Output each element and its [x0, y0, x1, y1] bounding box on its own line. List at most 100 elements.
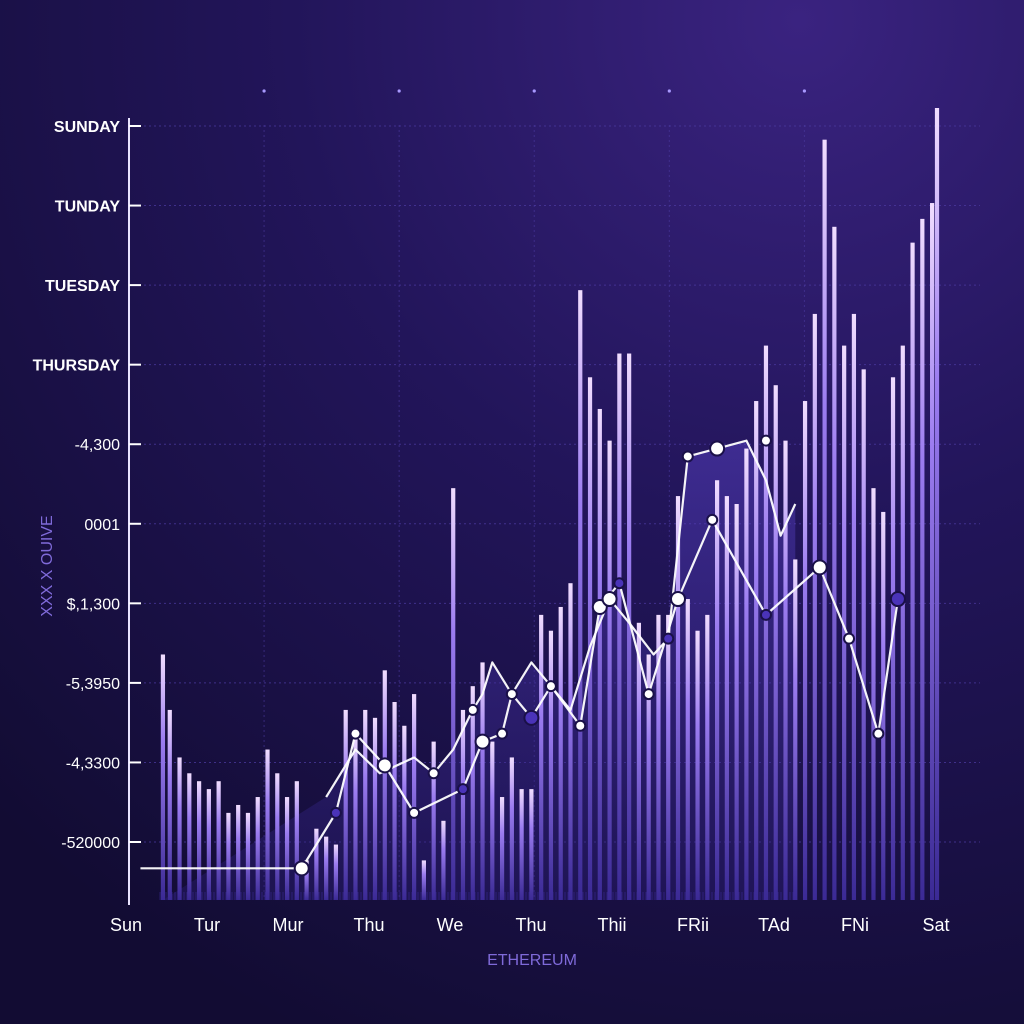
bar — [236, 804, 241, 900]
bar — [372, 717, 378, 900]
bar — [734, 504, 739, 900]
bar — [490, 741, 495, 900]
bar — [402, 725, 407, 900]
grid-dot — [532, 89, 536, 93]
bar — [578, 290, 583, 900]
y-tick-label: $,1,300 — [67, 596, 120, 613]
x-tick-label: Sat — [922, 915, 949, 935]
bar — [773, 385, 778, 900]
marker — [523, 709, 540, 726]
marker — [642, 688, 655, 701]
bar — [160, 654, 166, 900]
bar — [842, 345, 847, 901]
bar — [363, 709, 368, 900]
bar — [431, 741, 436, 900]
grid-dot — [397, 89, 401, 93]
marker — [349, 727, 362, 740]
marker — [466, 703, 479, 716]
x-tick-label: FRii — [677, 915, 709, 935]
bar — [617, 353, 622, 900]
x-axis-label: ETHEREUM — [487, 952, 577, 969]
bar — [529, 789, 534, 900]
bar — [812, 313, 817, 900]
bar — [470, 686, 475, 900]
bar — [265, 749, 270, 900]
bar — [421, 860, 426, 900]
bar — [187, 773, 192, 900]
bar — [392, 702, 397, 900]
marker — [601, 591, 618, 608]
bar — [294, 781, 299, 900]
bar — [744, 448, 749, 900]
bar — [822, 139, 827, 900]
x-tick-label: Thu — [353, 915, 384, 935]
marker — [613, 577, 626, 590]
bar — [324, 836, 329, 900]
marker — [293, 860, 310, 877]
x-tick-label: TAd — [758, 915, 790, 935]
marker — [759, 434, 772, 447]
series-line — [325, 439, 797, 798]
bar — [216, 781, 221, 900]
bar — [284, 797, 290, 900]
marker — [574, 719, 587, 732]
bar — [451, 488, 456, 900]
grid-dot — [667, 89, 671, 93]
y-axis-label: XXX X OUIVE — [39, 515, 56, 616]
bar — [832, 226, 837, 901]
marker — [329, 806, 342, 819]
bar — [539, 614, 544, 900]
y-tick-label: -520000 — [61, 835, 120, 852]
y-tick-label: THURSDAY — [33, 358, 121, 375]
bar — [920, 218, 925, 900]
bar — [460, 709, 466, 900]
bar — [607, 440, 612, 900]
bar — [558, 606, 563, 900]
marker — [759, 608, 772, 621]
bar — [275, 773, 280, 900]
bars — [160, 108, 940, 901]
bar — [548, 630, 554, 900]
x-tick-label: Tur — [194, 915, 220, 935]
bar — [930, 203, 935, 901]
bar — [793, 559, 798, 900]
bar — [714, 480, 720, 900]
bar — [480, 662, 485, 900]
marker — [662, 632, 675, 645]
marker — [872, 727, 885, 740]
bar — [934, 108, 940, 900]
bar — [636, 622, 642, 900]
bar — [675, 496, 681, 900]
bar — [441, 820, 446, 900]
marker — [811, 559, 828, 576]
bar — [754, 401, 759, 900]
marker — [544, 680, 557, 693]
grid-dot — [802, 89, 806, 93]
marker — [496, 727, 509, 740]
y-tick-label: -4,300 — [75, 437, 120, 454]
marker — [670, 591, 686, 608]
grid-dot — [262, 89, 266, 93]
x-ticks: Sun Tur Mur Thu We Thu Thii FRii TAd FNi Sat — [110, 915, 950, 935]
bar — [255, 797, 260, 900]
bar — [353, 733, 358, 900]
bar — [499, 797, 505, 900]
bar — [802, 401, 808, 900]
y-tick-label: TUESDAY — [45, 278, 120, 295]
bar — [314, 828, 319, 900]
y-tick-label: -5,3950 — [66, 676, 120, 693]
marker — [427, 767, 440, 780]
markers — [293, 434, 906, 877]
marker — [706, 513, 719, 526]
bar — [685, 599, 690, 900]
bar — [519, 789, 524, 900]
bar — [343, 709, 348, 900]
bar — [656, 614, 661, 900]
bar — [871, 488, 876, 900]
y-tick-label: -4,3300 — [66, 755, 120, 772]
x-tick-label: Mur — [273, 915, 304, 935]
bar — [851, 313, 857, 900]
bar — [783, 440, 788, 900]
bar — [910, 242, 915, 900]
marker — [843, 632, 856, 645]
